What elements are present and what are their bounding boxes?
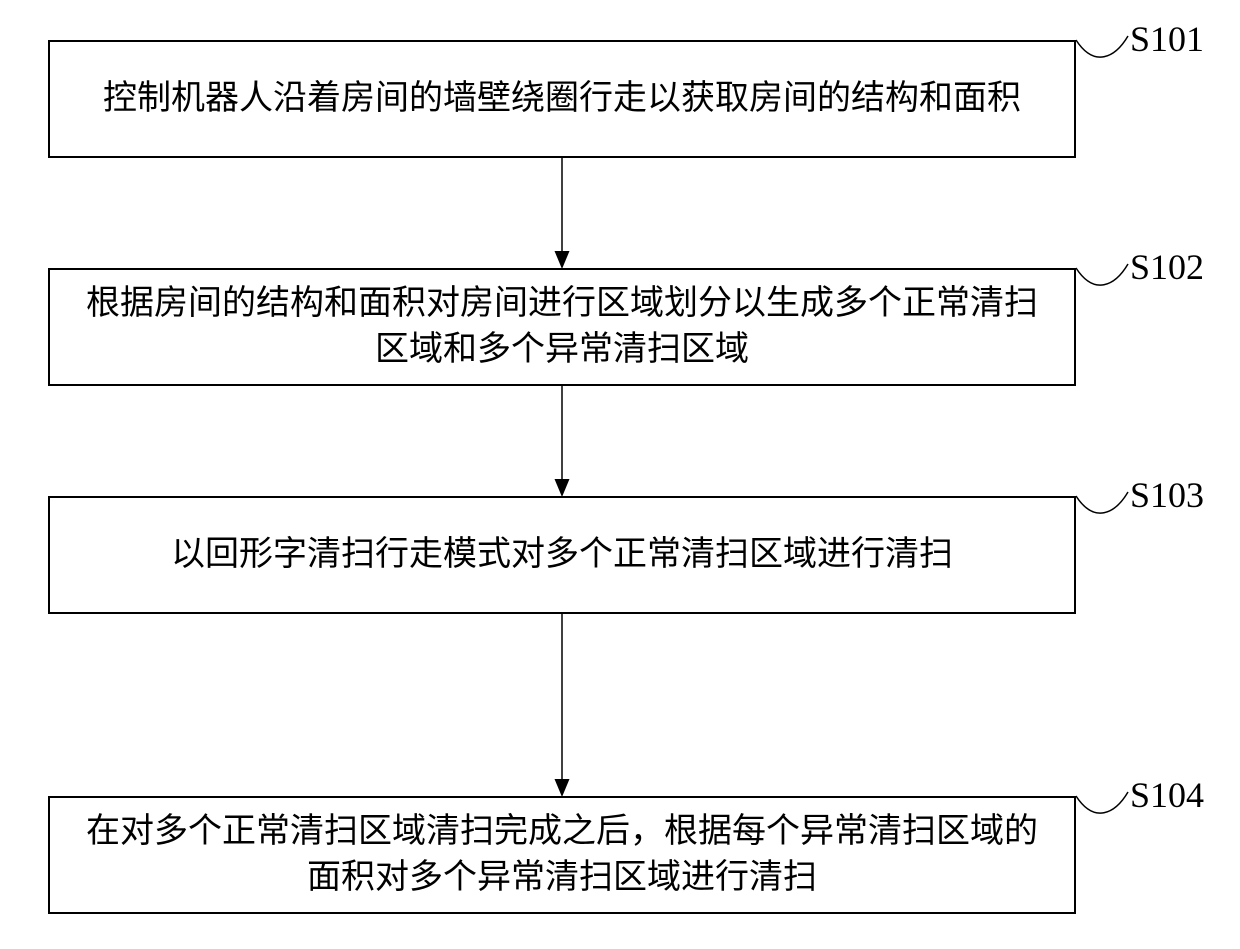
label-connector-s103 (1076, 492, 1128, 513)
connector-layer (0, 0, 1240, 949)
label-connector-s104 (1076, 792, 1128, 813)
label-connector-s101 (1076, 36, 1128, 57)
label-connector-s102 (1076, 264, 1128, 285)
flowchart-canvas: 控制机器人沿着房间的墙壁绕圈行走以获取房间的结构和面积S101根据房间的结构和面… (0, 0, 1240, 949)
